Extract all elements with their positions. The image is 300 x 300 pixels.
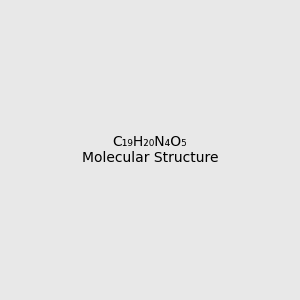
Text: C₁₉H₂₀N₄O₅
Molecular Structure: C₁₉H₂₀N₄O₅ Molecular Structure	[82, 135, 218, 165]
